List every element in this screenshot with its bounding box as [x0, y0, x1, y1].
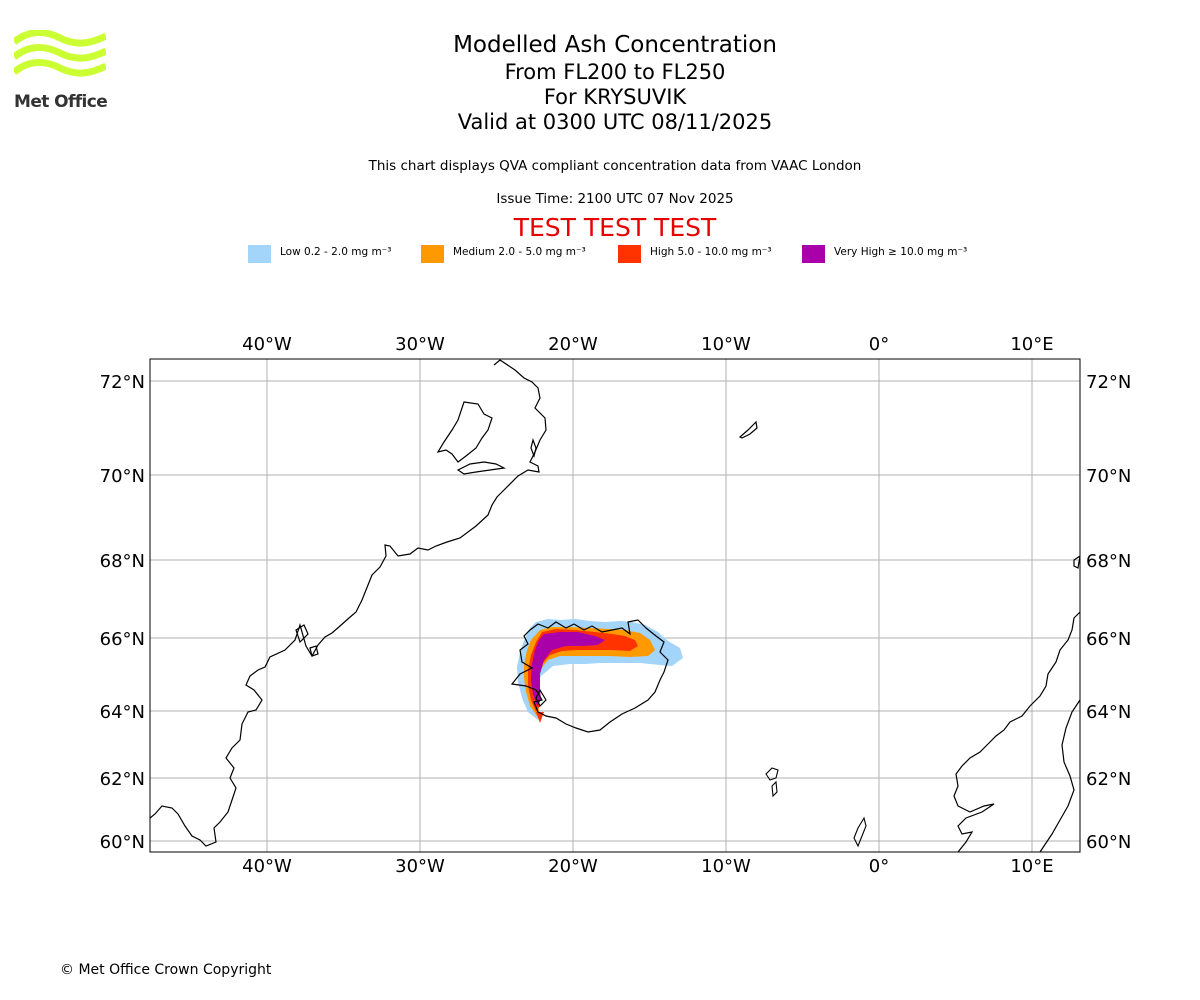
lat-tick-label-left: 66°N	[100, 629, 145, 650]
lat-tick-label-left: 72°N	[100, 372, 145, 393]
lon-tick-label-bottom: 40°W	[242, 856, 292, 877]
lat-tick-label-right: 72°N	[1086, 372, 1131, 393]
map-background	[150, 359, 1080, 852]
graticule	[150, 359, 1080, 852]
coastline-faroes	[765, 767, 779, 798]
coastline-jan-mayen	[738, 420, 758, 439]
chart-title: Modelled Ash Concentration	[453, 32, 777, 58]
lon-tick-label-top: 40°W	[242, 334, 292, 355]
legend-swatch-very-high	[802, 245, 825, 263]
legend-label-low: Low 0.2 - 2.0 mg m⁻³	[280, 246, 392, 258]
lat-ticks-left: 72°N 70°N 68°N 66°N 64°N 62°N 60°N	[100, 372, 145, 853]
coastline-shetland	[853, 816, 867, 848]
lon-tick-label-top: 10°E	[1010, 334, 1053, 355]
chart-titles: Modelled Ash Concentration From FL200 to…	[315, 30, 915, 135]
ash-high	[528, 629, 638, 712]
volcano-name: For KRYSUVIK	[543, 85, 687, 109]
test-banner: TEST TEST TEST	[513, 213, 717, 242]
lon-tick-label-top: 20°W	[548, 334, 598, 355]
coastline-greenland	[150, 359, 547, 847]
flight-levels: From FL200 to FL250	[504, 60, 726, 84]
lon-tick-label-top: 30°W	[395, 334, 445, 355]
legend-label-high: High 5.0 - 10.0 mg m⁻³	[650, 246, 772, 258]
logo-text: Met Office	[14, 92, 108, 112]
legend-label-medium: Medium 2.0 - 5.0 mg m⁻³	[453, 246, 586, 258]
valid-time: Valid at 0300 UTC 08/11/2025	[457, 110, 773, 134]
met-office-logo: Met Office	[11, 29, 108, 112]
lat-tick-label-right: 66°N	[1086, 629, 1131, 650]
ash-very-high	[531, 632, 605, 706]
lat-tick-label-right: 70°N	[1086, 466, 1131, 487]
lat-tick-label-left: 60°N	[100, 832, 145, 853]
legend-swatch-low	[248, 245, 271, 263]
chart-description: This chart displays QVA compliant concen…	[368, 158, 862, 174]
coastline-iceland	[510, 619, 669, 733]
lon-ticks-bottom: 40°W 30°W 20°W 10°W 0° 10°E	[242, 856, 1053, 877]
legend-label-very-high: Very High ≥ 10.0 mg m⁻³	[834, 246, 968, 258]
legend-swatch-high	[618, 245, 641, 263]
lon-tick-label-top: 0°	[869, 334, 889, 355]
lat-tick-label-right: 60°N	[1086, 832, 1131, 853]
met-office-waves-icon	[11, 29, 108, 77]
lon-ticks-top: 40°W 30°W 20°W 10°W 0° 10°E	[242, 334, 1053, 355]
lat-tick-label-right: 64°N	[1086, 702, 1131, 723]
ash-high-tip	[536, 712, 544, 723]
coastline-norway	[953, 555, 1080, 852]
lon-tick-label-bottom: 0°	[869, 856, 889, 877]
copyright: © Met Office Crown Copyright	[60, 962, 272, 978]
lon-tick-label-bottom: 30°W	[395, 856, 445, 877]
lon-tick-label-bottom: 10°E	[1010, 856, 1053, 877]
legend-swatch-medium	[421, 245, 444, 263]
lat-tick-label-right: 62°N	[1086, 769, 1131, 790]
lon-tick-label-top: 10°W	[701, 334, 751, 355]
lon-tick-label-bottom: 10°W	[701, 856, 751, 877]
map-frame	[149, 358, 1081, 853]
lat-tick-label-left: 62°N	[100, 769, 145, 790]
lat-ticks-right: 72°N 70°N 68°N 66°N 64°N 62°N 60°N	[1086, 372, 1131, 853]
lat-tick-label-left: 68°N	[100, 551, 145, 572]
lat-tick-label-left: 64°N	[100, 702, 145, 723]
lon-tick-label-bottom: 20°W	[548, 856, 598, 877]
ash-plume	[517, 619, 683, 723]
issue-time: Issue Time: 2100 UTC 07 Nov 2025	[496, 191, 734, 207]
lat-tick-label-right: 68°N	[1086, 551, 1131, 572]
lat-tick-label-left: 70°N	[100, 466, 145, 487]
